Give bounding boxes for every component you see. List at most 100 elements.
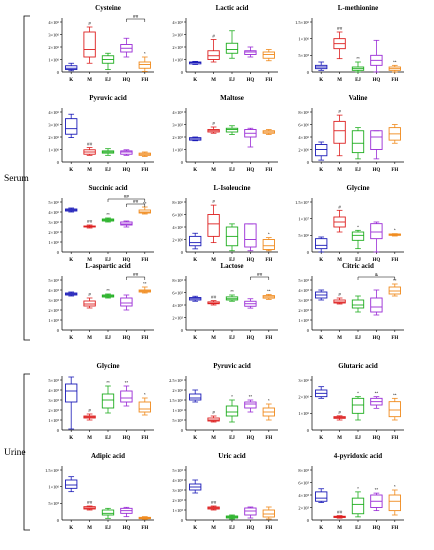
significance-mark: * [357, 224, 359, 229]
panel-5: Valine 2×10⁶ 4×10⁶ 6×10⁶ 8×10⁶ 0 K M # EJ HQ FH [298, 94, 404, 173]
y-tick-label: 3×10⁶ [48, 220, 59, 225]
panel-title: L-Isoleucine [214, 184, 251, 192]
bracket-label: ## [133, 14, 139, 19]
box [120, 297, 133, 307]
y-tick-label: 0 [181, 518, 184, 523]
y-tick-label: 1×10⁶ [172, 408, 183, 413]
x-tick-label: EJ [355, 336, 361, 341]
x-tick-label: K [69, 436, 73, 441]
x-tick-label: K [319, 258, 323, 263]
y-tick-label: 0 [181, 250, 184, 255]
y-tick-label: 0 [57, 70, 60, 75]
y-tick-label: 4×10⁶ [48, 210, 59, 215]
y-tick-label: 1.5×10⁶ [169, 398, 183, 403]
x-tick-label: HQ [373, 526, 381, 531]
box [65, 479, 78, 489]
panel-title: Valine [349, 94, 368, 102]
box [315, 491, 328, 502]
x-tick-label: K [69, 168, 73, 173]
y-tick-label: 0 [307, 250, 310, 255]
x-tick-label: HQ [123, 168, 131, 173]
box [370, 297, 383, 313]
y-tick-label: 4×10⁶ [298, 135, 309, 140]
x-tick-label: M [211, 168, 216, 173]
box [244, 507, 257, 516]
y-tick-label: 0 [307, 328, 310, 333]
x-tick-label: HQ [247, 436, 255, 441]
group-label: Urine [4, 448, 26, 458]
significance-mark: * [357, 486, 359, 491]
box [207, 417, 220, 422]
y-tick-label: 1×10⁵ [298, 318, 309, 323]
box [333, 299, 346, 304]
panel-title: Cysteine [95, 4, 121, 12]
x-tick-label: EJ [355, 258, 361, 263]
y-tick-label: 4×10⁶ [48, 110, 59, 115]
box [388, 286, 401, 295]
x-tick-label: EJ [105, 436, 111, 441]
y-tick-label: 1×10⁵ [48, 418, 59, 423]
panel-title: Glutaric acid [338, 362, 378, 370]
x-tick-label: EJ [229, 78, 235, 83]
x-tick-label: HQ [373, 258, 381, 263]
significance-mark: ** [393, 278, 397, 283]
significance-mark: # [212, 34, 215, 39]
box [207, 50, 220, 60]
box [138, 401, 151, 413]
box [120, 221, 133, 226]
x-tick-label: FH [265, 526, 272, 531]
x-tick-label: FH [391, 436, 398, 441]
box [262, 509, 275, 518]
y-tick-label: 4×10⁵ [298, 288, 309, 293]
significance-mark: ## [211, 500, 217, 505]
x-tick-label: EJ [105, 78, 111, 83]
y-tick-label: 0 [307, 160, 310, 165]
significance-mark: ** [125, 380, 129, 385]
y-tick-label: 5×10⁵ [48, 378, 59, 383]
panel-title: Succinic acid [88, 184, 127, 192]
box [315, 238, 328, 250]
y-tick-label: 2×10⁶ [172, 237, 183, 242]
significance-mark: ## [87, 500, 93, 505]
comparison-bracket [126, 203, 146, 207]
group-bracket [23, 373, 30, 531]
comparison-bracket [126, 276, 146, 280]
significance-mark: ## [211, 295, 217, 300]
significance-mark: ** [393, 59, 397, 64]
y-tick-label: 1.5×10⁶ [45, 468, 59, 473]
comparison-bracket [250, 276, 270, 280]
significance-mark: ** [143, 281, 147, 286]
x-tick-label: M [337, 436, 342, 441]
x-tick-label: EJ [105, 336, 111, 341]
box [262, 51, 275, 59]
panel-6: Succinic acid 1×10⁶ 2×10⁶ 3×10⁶ 4×10⁶ 5×10⁶ 0 K… [48, 184, 154, 263]
x-tick-label: HQ [123, 78, 131, 83]
y-tick-label: 4×10⁶ [48, 20, 59, 25]
y-tick-label: 5×10⁶ [298, 233, 309, 238]
y-tick-label: 2×10⁶ [298, 147, 309, 152]
x-tick-label: K [319, 336, 323, 341]
comparison-bracket [126, 18, 146, 22]
significance-mark: * [231, 394, 233, 399]
x-tick-label: HQ [123, 336, 131, 341]
panel-title: L-aspartic acid [85, 262, 130, 270]
panel-title: Glycine [97, 362, 120, 370]
x-tick-label: M [87, 436, 92, 441]
significance-mark: ** [375, 391, 379, 396]
x-tick-label: K [193, 526, 197, 531]
y-tick-label: 2×10⁵ [48, 308, 59, 313]
box [189, 235, 202, 247]
x-tick-label: K [69, 526, 73, 531]
x-tick-label: EJ [229, 526, 235, 531]
significance-mark: ## [337, 26, 343, 31]
significance-mark: ** [249, 394, 253, 399]
x-tick-label: HQ [123, 436, 131, 441]
x-tick-label: M [211, 526, 216, 531]
box [244, 401, 257, 409]
x-tick-label: M [211, 78, 216, 83]
box [120, 390, 133, 403]
x-tick-label: HQ [247, 336, 255, 341]
y-tick-label: 3×10⁵ [48, 398, 59, 403]
x-tick-label: EJ [105, 258, 111, 263]
significance-mark: * [268, 232, 270, 237]
